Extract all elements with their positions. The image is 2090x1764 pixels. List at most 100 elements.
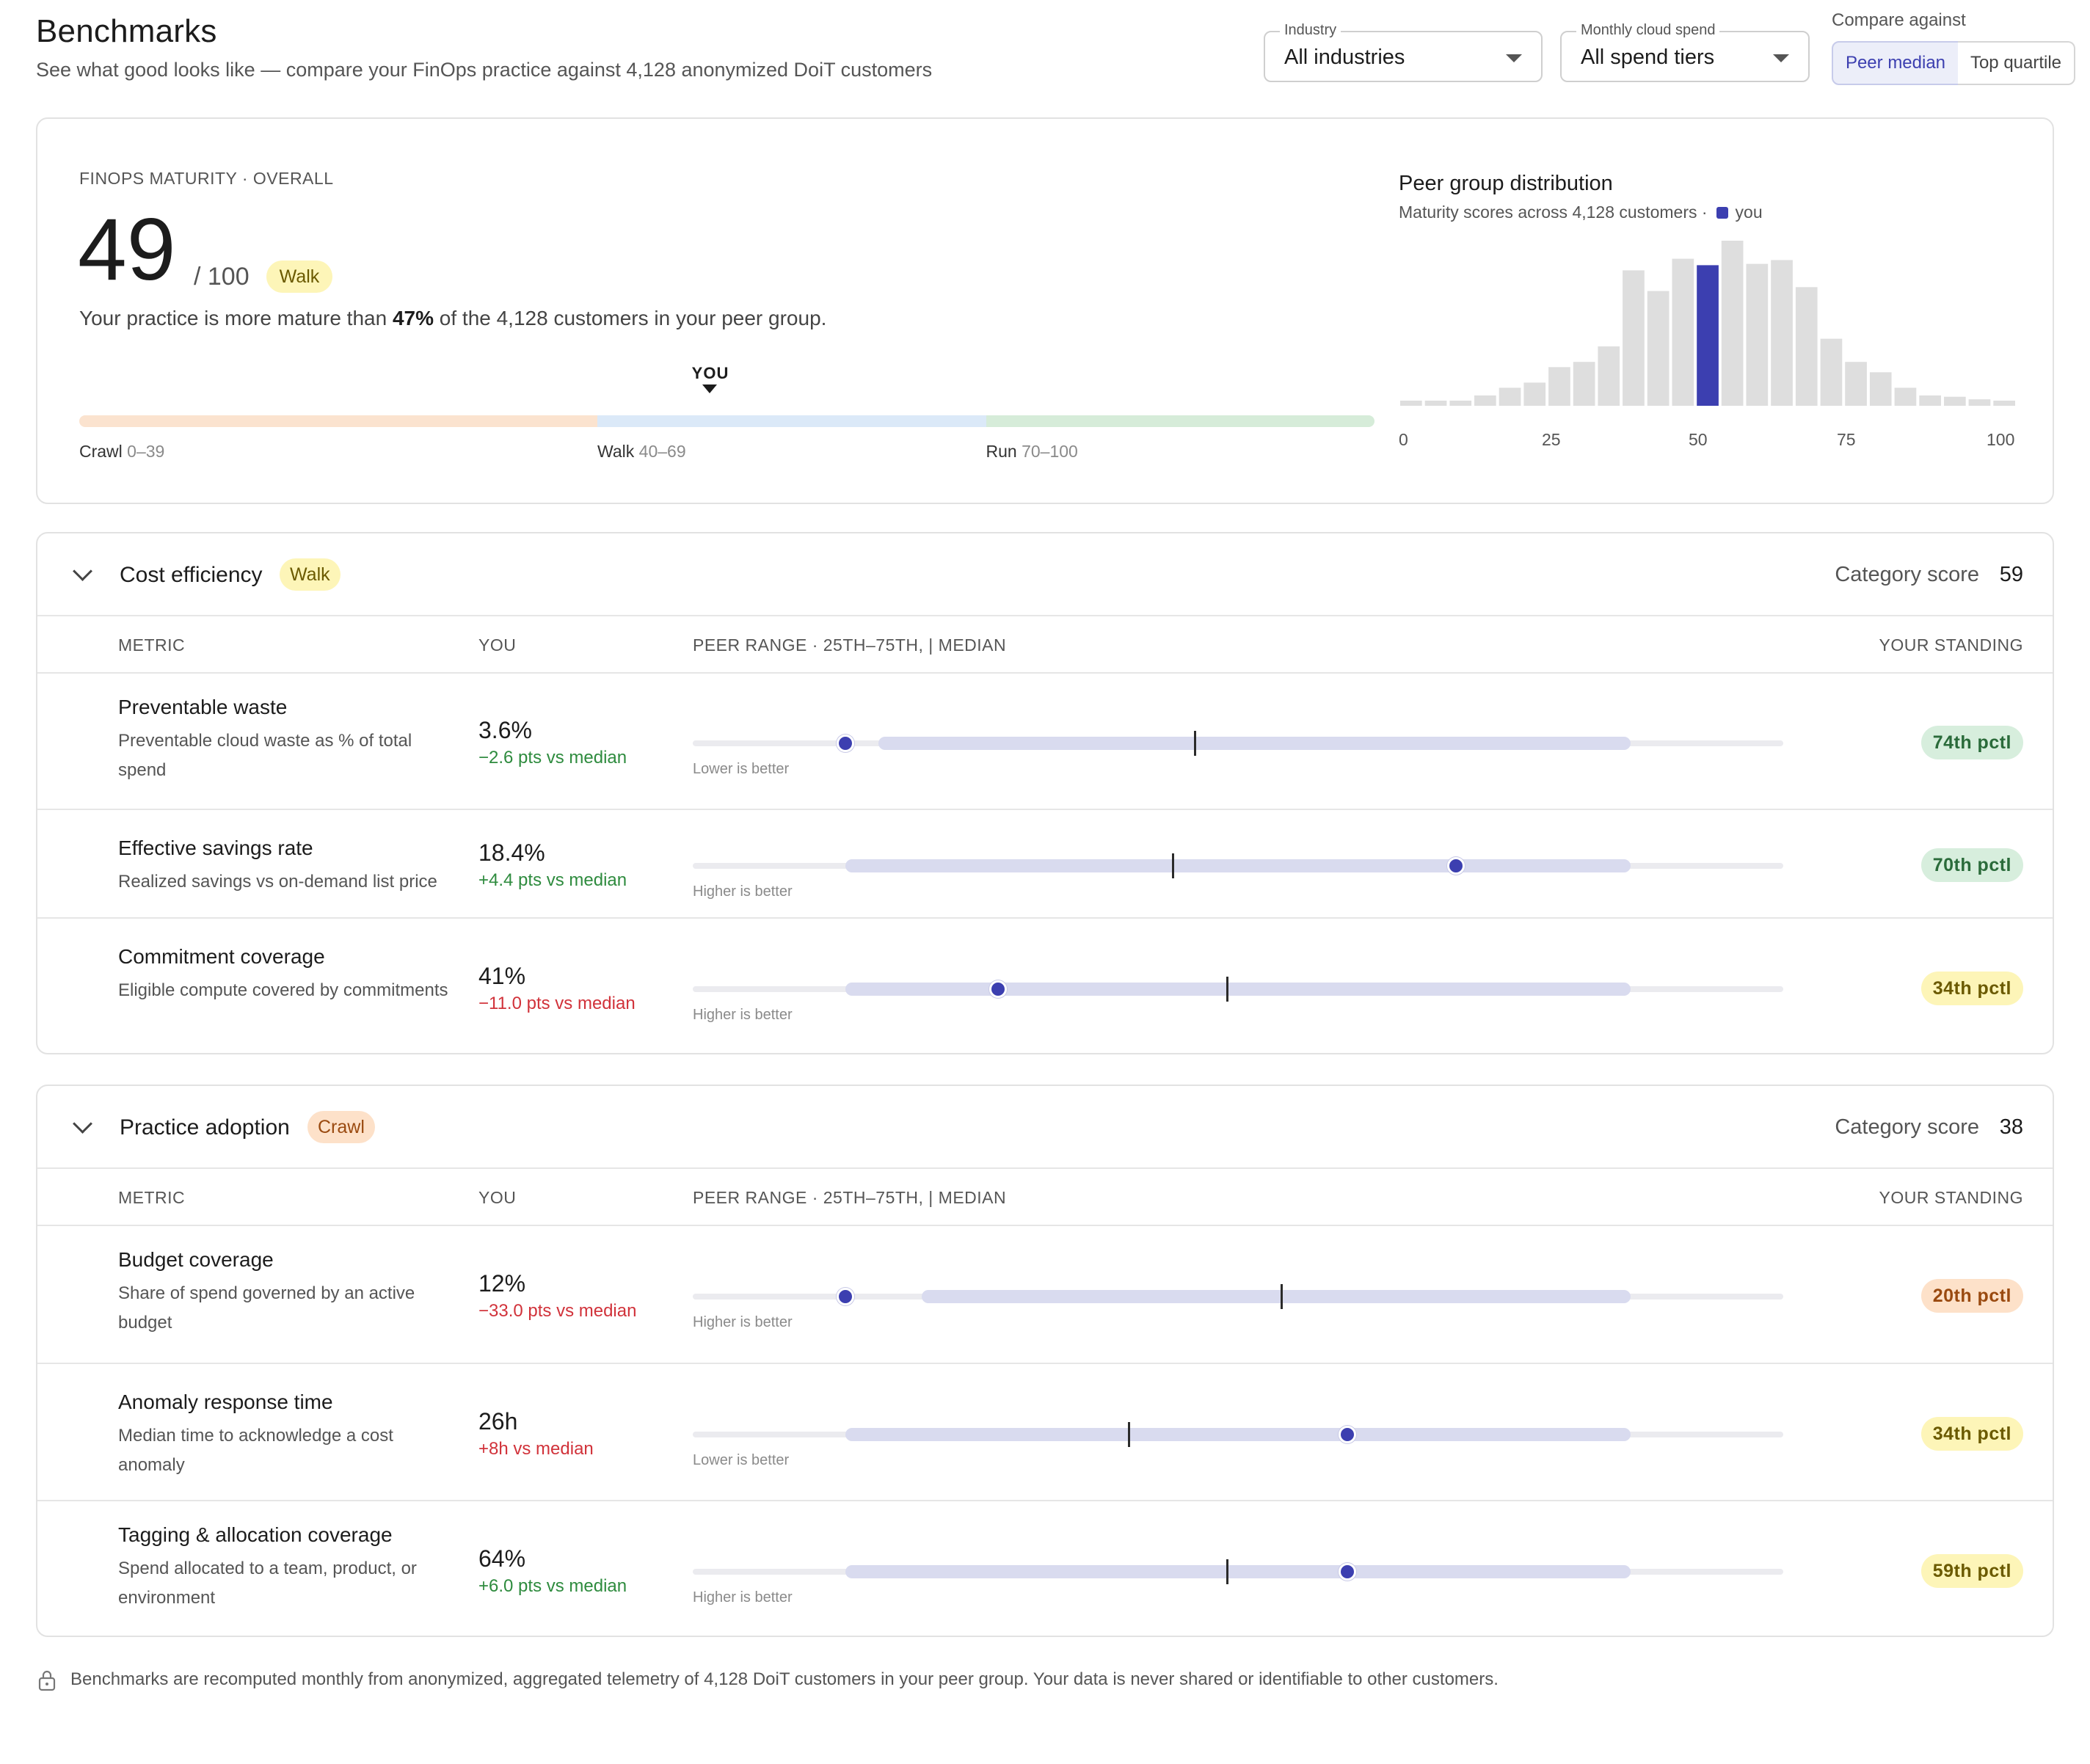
distribution-bar (1968, 399, 1991, 406)
distribution-x-tick: 75 (1837, 430, 1856, 449)
stage-label-walk: Walk 40–69 (597, 442, 686, 461)
peer-range-iqr (845, 859, 1631, 872)
footer-note: Benchmarks are recomputed monthly from a… (70, 1669, 1499, 1689)
distribution-bar (1672, 258, 1694, 406)
stage-segment-run (986, 415, 1374, 427)
metric-delta: +6.0 pts vs median (478, 1576, 627, 1596)
category-header-practice-adoption[interactable]: Practice adoption Crawl Category score 3… (37, 1086, 2053, 1169)
table-row[interactable]: Budget coverage Share of spend governed … (37, 1226, 2053, 1364)
peer-median-tick (1193, 731, 1196, 756)
category-stage-badge: Walk (280, 558, 341, 591)
you-marker-label: YOU (691, 364, 729, 382)
distribution-bar (1548, 367, 1570, 406)
column-header-you: YOU (478, 635, 517, 655)
peer-range-track (693, 977, 1783, 1002)
overall-score: 49 (78, 200, 176, 299)
peer-range-iqr (845, 1428, 1631, 1441)
distribution-bar (1424, 401, 1447, 406)
table-row[interactable]: Preventable waste Preventable cloud wast… (37, 674, 2053, 810)
metrics-table-header: METRIC YOU PEER RANGE · 25TH–75TH, | MED… (37, 1169, 2053, 1226)
category-title: Cost efficiency (120, 563, 263, 587)
compare-peer-median-button[interactable]: Peer median (1832, 41, 1959, 85)
metric-name: Budget coverage (118, 1248, 274, 1271)
distribution-bar (1598, 346, 1620, 406)
spend-select[interactable]: Monthly cloud spend All spend tiers (1560, 22, 1810, 82)
distribution-bar (1474, 395, 1496, 406)
your-value-dot (837, 735, 855, 752)
page-subtitle: See what good looks like — compare your … (36, 59, 933, 81)
maturity-sentence: Your practice is more mature than 47% of… (79, 307, 826, 330)
table-row[interactable]: Tagging & allocation coverage Spend allo… (37, 1501, 2053, 1639)
peer-range-iqr (845, 1565, 1631, 1578)
distribution-bar (1845, 362, 1867, 406)
standing-badge: 59th pctl (1920, 1554, 2023, 1588)
metric-direction-hint: Lower is better (693, 761, 790, 777)
table-row[interactable]: Anomaly response time Median time to ack… (37, 1364, 2053, 1501)
category-score-value: 38 (1999, 1115, 2023, 1139)
distribution-bar (1499, 387, 1521, 406)
table-row[interactable]: Commitment coverage Eligible compute cov… (37, 919, 2053, 1056)
your-value-dot (1338, 1426, 1356, 1443)
overall-maturity-card: FINOPS MATURITY · OVERALL 49 / 100 Walk … (36, 117, 2054, 504)
distribution-bar (1771, 260, 1793, 406)
category-header-cost-efficiency[interactable]: Cost efficiency Walk Category score 59 (37, 533, 2053, 616)
chevron-down-icon (1506, 54, 1522, 62)
distribution-bar (1573, 362, 1595, 406)
distribution-bar (1623, 270, 1645, 406)
spend-select-value: All spend tiers (1581, 45, 1715, 69)
metric-direction-hint: Higher is better (693, 1007, 793, 1023)
peer-range-track (693, 731, 1783, 756)
metric-your-value: 26h (478, 1408, 518, 1435)
stage-segment-crawl (79, 415, 597, 427)
lock-icon (38, 1670, 56, 1691)
distribution-bar (1894, 387, 1917, 406)
metric-name: Tagging & allocation coverage (118, 1523, 393, 1546)
chevron-down-icon[interactable] (73, 561, 92, 581)
category-score-label: Category score (1835, 563, 1979, 586)
metric-your-value: 12% (478, 1270, 526, 1297)
standing-badge: 20th pctl (1920, 1279, 2023, 1313)
column-header-peer-range: PEER RANGE · 25TH–75TH, | MEDIAN (693, 635, 1007, 655)
category-score-value: 59 (1999, 563, 2023, 586)
metric-delta: +4.4 pts vs median (478, 870, 627, 890)
peer-range-iqr (878, 737, 1631, 750)
metric-direction-hint: Higher is better (693, 1589, 793, 1606)
peer-range-track (693, 1422, 1783, 1447)
column-header-standing: YOUR STANDING (1879, 635, 2023, 655)
distribution-subtitle-text: Maturity scores across 4,128 customers · (1399, 203, 1708, 222)
distribution-bar (1919, 395, 1941, 406)
metric-name: Preventable waste (118, 696, 288, 718)
table-row[interactable]: Effective savings rate Realized savings … (37, 810, 2053, 919)
industry-select[interactable]: Industry All industries (1264, 22, 1543, 82)
compare-top-quartile-button[interactable]: Top quartile (1958, 41, 2075, 85)
metric-delta: −2.6 pts vs median (478, 748, 627, 768)
metric-delta: −33.0 pts vs median (478, 1301, 637, 1321)
peer-median-tick (1226, 977, 1229, 1002)
peer-range-iqr (922, 1290, 1631, 1303)
you-marker-arrow-icon (702, 384, 717, 393)
you-legend-swatch (1716, 207, 1728, 219)
industry-select-label: Industry (1280, 22, 1341, 39)
metric-delta: +8h vs median (478, 1439, 594, 1459)
industry-select-value: All industries (1284, 45, 1405, 69)
category-card-cost-efficiency: Cost efficiency Walk Category score 59 M… (36, 532, 2054, 1054)
distribution-x-tick: 0 (1399, 430, 1408, 449)
metric-your-value: 18.4% (478, 839, 545, 866)
distribution-x-tick: 100 (1987, 430, 2015, 449)
chevron-down-icon[interactable] (73, 1114, 92, 1134)
overall-score-max: / 100 (194, 263, 250, 291)
metric-name: Effective savings rate (118, 837, 313, 859)
metric-direction-hint: Higher is better (693, 883, 793, 900)
standing-badge: 34th pctl (1920, 972, 2023, 1005)
spend-select-label: Monthly cloud spend (1576, 22, 1720, 39)
maturity-sentence-pre: Your practice is more mature than (79, 307, 393, 329)
overall-eyebrow: FINOPS MATURITY · OVERALL (79, 169, 334, 188)
page-title: Benchmarks (36, 13, 217, 49)
distribution-bar (1449, 401, 1472, 406)
column-header-peer-range: PEER RANGE · 25TH–75TH, | MEDIAN (693, 1188, 1007, 1207)
metric-direction-hint: Lower is better (693, 1452, 790, 1468)
distribution-x-tick: 25 (1542, 430, 1561, 449)
peer-median-tick (1128, 1422, 1131, 1447)
standing-badge: 34th pctl (1920, 1417, 2023, 1451)
chevron-down-icon (1773, 54, 1789, 62)
